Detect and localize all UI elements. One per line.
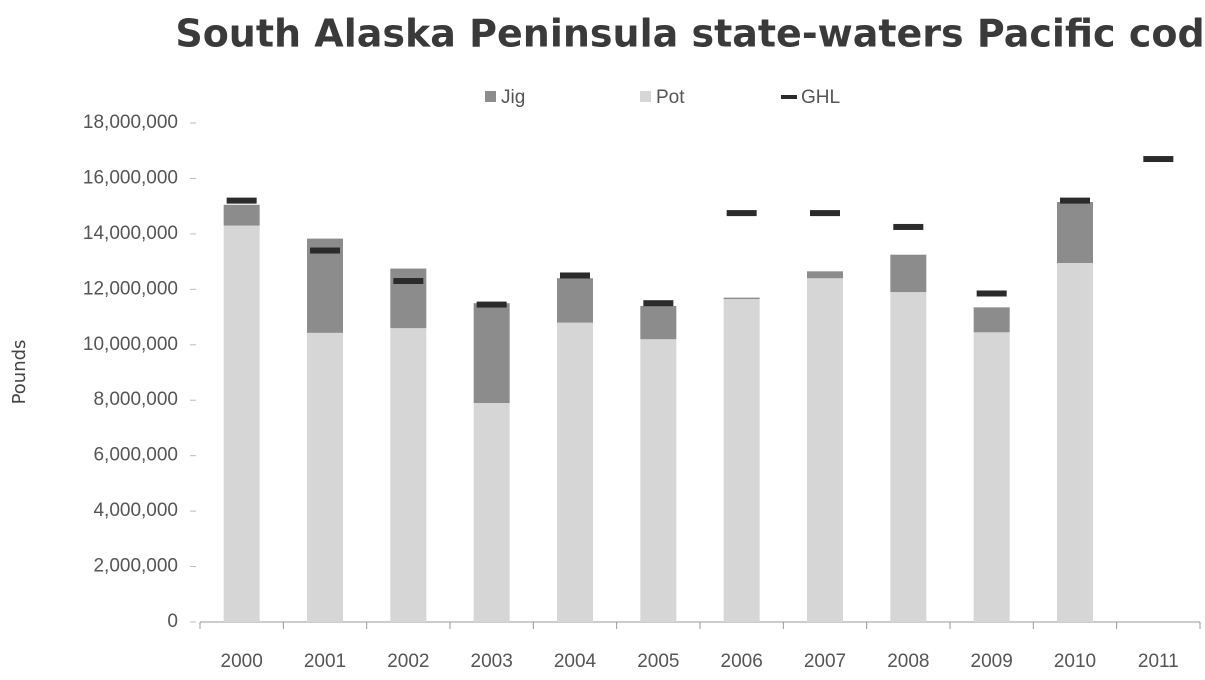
- ghl-marker: [643, 300, 674, 307]
- bar-segment: [973, 332, 1010, 622]
- x-tick-label: 2001: [304, 651, 346, 672]
- bar-segment: [807, 271, 843, 279]
- x-tick-label: 2007: [804, 651, 846, 672]
- ghl-marker: [810, 210, 840, 217]
- x-tick-label: 2000: [221, 651, 263, 672]
- y-tick-label: 0: [167, 611, 178, 632]
- bar-segment: [223, 225, 260, 623]
- bar-segment: [473, 303, 510, 403]
- bar-segment: [640, 305, 677, 340]
- ghl-marker: [310, 247, 340, 254]
- x-tick-label: 2010: [1054, 651, 1096, 672]
- legend-label: Pot: [656, 87, 685, 108]
- x-tick-label: 2005: [637, 651, 679, 672]
- y-tick-label: 6,000,000: [93, 445, 178, 466]
- y-tick-label: 12,000,000: [83, 278, 178, 299]
- ghl-marker: [1060, 197, 1090, 204]
- y-tick-label: 4,000,000: [93, 500, 178, 521]
- bar-segment: [807, 278, 843, 622]
- bar-segment: [890, 254, 927, 293]
- x-tick-label: 2006: [721, 651, 763, 672]
- bar-segment: [1057, 262, 1093, 622]
- bar-segment: [973, 307, 1010, 333]
- bar-segment: [723, 297, 760, 300]
- bar-segment: [307, 332, 343, 622]
- ghl-marker: [560, 272, 590, 279]
- x-tick-label: 2011: [1138, 651, 1179, 672]
- bar-segment: [557, 278, 593, 323]
- x-tick-label: 2009: [971, 651, 1013, 672]
- x-tick-label: 2003: [471, 651, 513, 672]
- ghl-marker: [476, 301, 507, 308]
- x-tick-label: 2004: [554, 651, 597, 672]
- ghl-marker: [726, 210, 757, 217]
- bar-segment: [223, 204, 260, 226]
- y-tick-label: 16,000,000: [83, 167, 178, 188]
- y-tick-label: 18,000,000: [83, 112, 178, 133]
- y-tick-label: 8,000,000: [93, 389, 178, 410]
- bar-segment: [723, 299, 760, 622]
- bar-segment: [390, 328, 427, 622]
- ghl-marker: [393, 278, 424, 285]
- legend-label: Jig: [501, 87, 525, 108]
- x-tick-label: 2008: [887, 651, 929, 672]
- legend-swatch: [485, 91, 496, 102]
- bar-segment: [640, 339, 677, 622]
- bar-segment: [890, 292, 927, 622]
- legend-swatch: [781, 95, 797, 99]
- x-tick-label: 2002: [387, 651, 429, 672]
- y-tick-label: 10,000,000: [83, 334, 178, 355]
- ghl-marker: [226, 197, 257, 204]
- ghl-marker: [1143, 156, 1174, 163]
- bar-segment: [473, 402, 510, 622]
- bar-segment: [307, 238, 343, 333]
- legend-swatch: [640, 91, 651, 102]
- bar-segment: [1057, 202, 1093, 263]
- legend-label: GHL: [801, 87, 840, 108]
- ghl-marker: [893, 223, 924, 230]
- y-axis-label: Pounds: [9, 340, 30, 405]
- chart-title: South Alaska Peninsula state-waters Paci…: [175, 12, 1204, 56]
- bar-segment: [557, 322, 593, 622]
- y-tick-label: 14,000,000: [83, 223, 178, 244]
- bar-segment: [390, 268, 427, 329]
- ghl-marker: [976, 290, 1007, 297]
- y-tick-label: 2,000,000: [93, 556, 178, 577]
